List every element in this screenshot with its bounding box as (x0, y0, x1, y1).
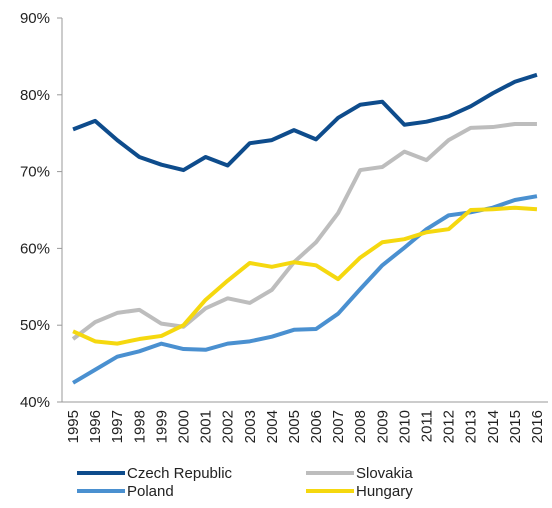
y-tick-label: 50% (20, 317, 50, 334)
x-tick-label: 2006 (308, 410, 325, 443)
x-tick-label: 2007 (330, 410, 347, 443)
x-tick-label: 2009 (374, 410, 391, 443)
x-tick-label: 2008 (352, 410, 369, 443)
legend-label: Czech Republic (127, 465, 233, 482)
x-tick-label: 1996 (87, 410, 104, 443)
y-tick-label: 80% (20, 87, 50, 104)
legend-label: Hungary (356, 483, 413, 500)
line (72, 194, 538, 385)
x-tick-label: 1999 (153, 410, 170, 443)
legend-label: Poland (127, 483, 174, 500)
x-tick-label: 2012 (441, 410, 458, 443)
x-tick-label: 2004 (264, 410, 281, 443)
x-tick-label: 2011 (419, 410, 436, 442)
legend-label: Slovakia (356, 465, 413, 482)
line (71, 121, 537, 341)
x-tick-label: 1998 (131, 410, 148, 443)
x-tick-label: 1997 (109, 410, 126, 443)
line (72, 205, 538, 346)
x-tick-label: 2000 (176, 410, 193, 443)
y-tick-label: 40% (20, 394, 50, 411)
x-tick-label: 2016 (529, 410, 546, 443)
x-tick-label: 2003 (242, 410, 259, 443)
y-tick-label: 90% (20, 10, 50, 27)
x-tick-label: 2001 (198, 410, 215, 443)
x-tick-label: 2002 (220, 410, 237, 443)
x-tick-label: 2015 (507, 410, 524, 443)
y-tick-label: 70% (20, 164, 50, 181)
line (72, 72, 538, 173)
x-tick-label: 2014 (485, 410, 502, 443)
x-tick-label: 2010 (396, 410, 413, 443)
x-tick-label: 1995 (65, 410, 82, 443)
x-tick-label: 2005 (286, 410, 303, 443)
x-tick-label: 2013 (463, 410, 480, 443)
y-tick-label: 60% (20, 240, 50, 257)
